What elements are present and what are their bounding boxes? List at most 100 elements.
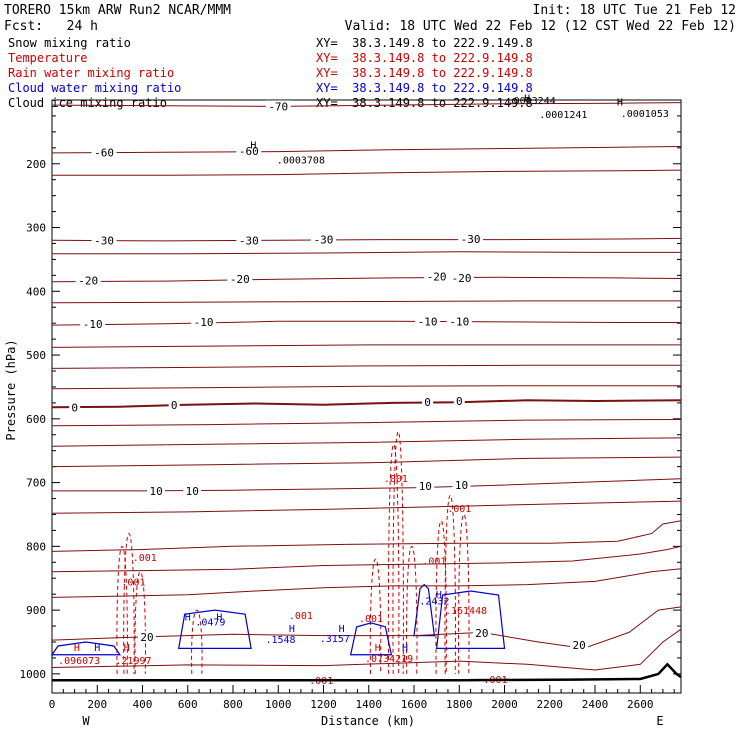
high-marker-3: H bbox=[74, 643, 80, 654]
isotherm-label-bg bbox=[424, 270, 450, 282]
cloud-water-contour-4 bbox=[413, 583, 436, 637]
isotherm-line-18 bbox=[51, 545, 682, 573]
isotherm-label-7-3: -10 bbox=[449, 315, 469, 328]
rain-contour-7 bbox=[458, 513, 470, 674]
isotherm-label-bg bbox=[458, 233, 484, 245]
isotherm-label-7-2: -10 bbox=[418, 315, 438, 328]
legend-name-1: Temperature bbox=[8, 51, 87, 65]
rain-water-label-6: .001 bbox=[289, 611, 313, 622]
cloud-water-label-2: .3157 bbox=[320, 634, 350, 645]
legend-name-0: Snow mixing ratio bbox=[8, 36, 131, 50]
isotherm-label-3-0: -30 bbox=[94, 234, 114, 247]
high-marker-0: H bbox=[250, 141, 256, 152]
x-tick-label-2400: 2400 bbox=[582, 698, 609, 711]
rain-water-label-12: .096073 bbox=[58, 656, 100, 667]
isotherm-label-bg bbox=[452, 479, 471, 491]
isotherm-label-5-3: -20 bbox=[452, 272, 472, 285]
isotherm-label-bg bbox=[416, 479, 435, 491]
y-tick-label-300: 300 bbox=[26, 222, 46, 235]
isotherm-line-15 bbox=[52, 478, 682, 492]
model-title: TORERO 15km ARW Run2 NCAR/MMM bbox=[4, 3, 231, 18]
cloud-water-contour-1 bbox=[177, 609, 252, 649]
isotherm-line-19 bbox=[51, 568, 682, 598]
isotherm-label-bg bbox=[75, 274, 101, 286]
y-tick-label-200: 200 bbox=[26, 158, 46, 171]
rain-water-label-0: .001 bbox=[384, 474, 408, 485]
isotherm-label-bg bbox=[91, 146, 117, 158]
isotherm-label-bg bbox=[453, 394, 465, 406]
isotherm-line-2 bbox=[52, 169, 682, 176]
forecast-hour: Fcst: 24 h bbox=[4, 19, 98, 34]
isotherm-line-17 bbox=[51, 520, 682, 552]
rain-water-label-4: .001 bbox=[359, 614, 383, 625]
isotherm-label-3-2: -30 bbox=[314, 234, 334, 247]
isotherm-line-9 bbox=[51, 364, 681, 369]
rain-water-label-3: .001 bbox=[121, 577, 145, 588]
rain-water-label-7: .001 bbox=[309, 676, 333, 687]
x-tick-label-600: 600 bbox=[178, 698, 198, 711]
x-tick-label-1400: 1400 bbox=[356, 698, 383, 711]
isotherm-label-bg bbox=[191, 315, 217, 327]
isotherm-line-1 bbox=[51, 146, 682, 154]
rain-contour-6 bbox=[444, 494, 456, 674]
rain-water-label-10: .21997 bbox=[115, 656, 151, 667]
y-axis-title: Pressure (hPa) bbox=[4, 339, 18, 440]
x-tick-label-1600: 1600 bbox=[401, 698, 428, 711]
x-axis-title: Distance (km) bbox=[321, 714, 415, 728]
ice-snow-label-2: .0001053 bbox=[621, 109, 669, 120]
high-marker-5: H bbox=[124, 643, 130, 654]
isotherm-label-bg bbox=[415, 315, 441, 327]
isotherm-label-bg bbox=[236, 234, 262, 246]
ice-snow-label-3: .0003244 bbox=[508, 96, 556, 107]
high-marker-4: H bbox=[94, 643, 100, 654]
legend-xy-3: XY= 38.3.149.8 to 222.9.149.8 bbox=[316, 81, 533, 95]
y-tick-label-900: 900 bbox=[26, 604, 46, 617]
y-tick-label-600: 600 bbox=[26, 413, 46, 426]
isotherm-line-4 bbox=[52, 251, 681, 255]
x-tick-label-1000: 1000 bbox=[265, 698, 292, 711]
cloud-water-contour-0 bbox=[50, 641, 122, 656]
isotherm-label-15-3: 10 bbox=[455, 479, 468, 492]
isotherm-line-14 bbox=[51, 456, 682, 468]
y-tick-label-700: 700 bbox=[26, 477, 46, 490]
isotherm-label-bg bbox=[138, 630, 157, 642]
isotherm-label-11-1: 0 bbox=[171, 399, 178, 412]
high-marker-11: H bbox=[402, 643, 408, 654]
legend-name-4: Cloud ice mixing ratio bbox=[8, 96, 167, 110]
y-tick-label-1000: 1000 bbox=[20, 668, 47, 681]
isotherm-label-15-0: 10 bbox=[149, 485, 162, 498]
isotherm-label-bg bbox=[446, 315, 472, 327]
surface-terrain-line bbox=[52, 662, 682, 682]
isotherm-label-bg bbox=[168, 398, 180, 410]
isotherm-line-5 bbox=[51, 276, 682, 283]
isotherm-label-11-0: 0 bbox=[71, 401, 78, 414]
cloud-water-label-0: .2432 bbox=[419, 597, 449, 608]
legend-xy-2: XY= 38.3.149.8 to 222.9.149.8 bbox=[316, 66, 533, 80]
ice-snow-label-0: .0003708 bbox=[277, 155, 325, 166]
isotherm-line-12 bbox=[51, 419, 682, 427]
cloud-water-label-1: .1548 bbox=[265, 635, 295, 646]
isotherm-line-7 bbox=[51, 320, 681, 326]
isotherm-label-11-3: 0 bbox=[456, 395, 463, 408]
x-tick-label-200: 200 bbox=[87, 698, 107, 711]
init-time: Init: 18 UTC Tue 21 Feb 12 bbox=[533, 3, 737, 18]
isotherm-label-bg bbox=[472, 627, 491, 639]
y-tick-label-400: 400 bbox=[26, 285, 46, 298]
isotherm-label-3-3: -30 bbox=[461, 233, 481, 246]
rain-contour-2 bbox=[134, 571, 146, 674]
isotherm-label-bg bbox=[91, 234, 117, 246]
isotherm-label-7-0: -10 bbox=[83, 318, 103, 331]
high-marker-8: H bbox=[289, 624, 295, 635]
legend-xy-0: XY= 38.3.149.8 to 222.9.149.8 bbox=[316, 36, 533, 50]
high-marker-2: H bbox=[524, 93, 530, 104]
isotherm-label-bg bbox=[311, 233, 337, 245]
high-marker-10: H bbox=[375, 643, 381, 654]
ice-snow-label-1: .0001241 bbox=[539, 110, 587, 121]
cloud-water-label-3: .0479 bbox=[195, 618, 225, 629]
isotherm-label-20-1: 20 bbox=[475, 627, 488, 640]
isotherm-label-bg bbox=[422, 396, 434, 408]
isotherm-label-bg bbox=[147, 484, 166, 496]
plot-frame bbox=[51, 99, 682, 694]
isotherm-label-15-2: 10 bbox=[419, 480, 432, 493]
